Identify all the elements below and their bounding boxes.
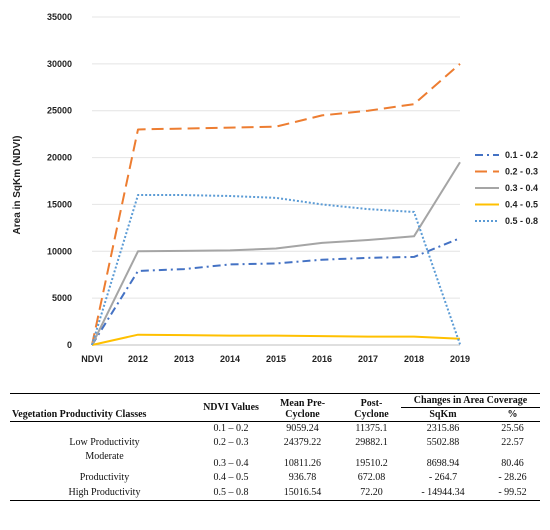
row-post: 72.20 — [360, 487, 383, 499]
x-tick-label: 2013 — [174, 354, 194, 364]
y-tick-label: 20000 — [47, 153, 72, 163]
row-pre: 9059.24 — [286, 423, 319, 435]
header-post: Post-Cyclone — [354, 398, 389, 420]
x-tick-label: NDVI — [81, 354, 103, 364]
row-sqkm: 2315.86 — [426, 423, 460, 435]
table-row: Moderate 0.3 – 0.4 10811.26 19510.2 8698… — [10, 450, 540, 470]
table-row: Low Productivity 0.2 – 0.3 24379.22 2988… — [10, 436, 540, 450]
header-pct: % — [507, 409, 518, 420]
y-tick-label: 5000 — [52, 293, 72, 303]
series-line-1 — [91, 237, 461, 346]
y-tick-label: 10000 — [47, 246, 72, 256]
row-post: 672.08 — [357, 472, 386, 483]
row-pct: 22.57 — [501, 437, 524, 448]
series-line-5 — [91, 194, 461, 346]
legend-label: 0.2 - 0.3 — [505, 167, 538, 177]
y-axis-label: Area in SqKm (NDVI) — [12, 136, 23, 235]
row-sqkm: - 14944.34 — [421, 487, 465, 499]
series-line-4 — [91, 333, 461, 346]
row-class: Productivity — [79, 472, 130, 483]
y-tick-label: 0 — [67, 340, 72, 350]
row-pre: 10811.26 — [283, 457, 322, 469]
header-changes: Changes in Area Coverage — [401, 393, 540, 408]
row-class: Low Productivity — [69, 437, 140, 448]
x-tick-label: 2016 — [312, 354, 332, 364]
series-line-2 — [91, 63, 461, 346]
x-tick-label: 2015 — [266, 354, 286, 364]
x-tick-label: 2012 — [128, 354, 148, 364]
row-sqkm: - 264.7 — [428, 472, 458, 483]
x-tick-label: 2017 — [358, 354, 378, 364]
row-class: High Productivity — [68, 487, 141, 499]
y-tick-label: 25000 — [47, 106, 72, 116]
table-row: 0.1 – 0.2 9059.24 11375.1 2315.86 25.56 — [10, 422, 540, 436]
row-sqkm: 8698.94 — [426, 457, 460, 469]
row-pre: 15016.54 — [283, 487, 322, 499]
header-classes: Vegetation Productivity Classes — [12, 409, 147, 420]
x-tick-label: 2018 — [404, 354, 424, 364]
y-tick-label: 35000 — [47, 12, 72, 22]
row-pct: - 99.52 — [498, 487, 527, 499]
legend-label: 0.4 - 0.5 — [505, 200, 538, 210]
row-pre: 24379.22 — [283, 437, 322, 448]
series-line-3 — [91, 161, 461, 346]
row-pre: 936.78 — [288, 472, 317, 483]
x-tick-label: 2014 — [220, 354, 240, 364]
row-ndvi: 0.2 – 0.3 — [213, 437, 249, 448]
row-pct: 80.46 — [501, 457, 524, 469]
table-row: Productivity 0.4 – 0.5 936.78 672.08 - 2… — [10, 470, 540, 486]
row-ndvi: 0.4 – 0.5 — [213, 472, 249, 483]
header-ndvi: NDVI Values — [203, 402, 259, 413]
legend-label: 0.5 - 0.8 — [505, 216, 538, 226]
header-mean-pre: Mean Pre-Cyclone — [279, 398, 326, 420]
y-tick-label: 15000 — [47, 199, 72, 209]
row-post: 19510.2 — [355, 457, 388, 469]
header-sqkm: SqKm — [429, 409, 457, 420]
row-pct: - 28.26 — [498, 472, 527, 483]
y-tick-label: 30000 — [47, 59, 72, 69]
row-sqkm: 5502.88 — [426, 437, 460, 448]
row-ndvi: 0.3 – 0.4 — [213, 457, 249, 469]
coverage-table: Vegetation Productivity Classes NDVI Val… — [10, 393, 540, 501]
row-ndvi: 0.5 – 0.8 — [213, 487, 249, 499]
legend-label: 0.3 - 0.4 — [505, 183, 538, 193]
legend-label: 0.1 - 0.2 — [505, 150, 538, 160]
row-ndvi: 0.1 – 0.2 — [213, 423, 249, 435]
row-post: 29882.1 — [355, 437, 388, 448]
x-tick-label: 2019 — [450, 354, 470, 364]
row-post: 11375.1 — [355, 423, 388, 435]
row-class — [10, 422, 199, 436]
row-pct: 25.56 — [501, 423, 524, 435]
chart-svg: 0 5000 10000 15000 20000 25000 30000 35000 NDVI 2… — [12, 12, 538, 364]
table-row: High Productivity 0.5 – 0.8 15016.54 72.… — [10, 486, 540, 501]
row-class: Moderate — [85, 450, 124, 462]
line-chart: 0 5000 10000 15000 20000 25000 30000 35000 NDVI 2… — [12, 12, 538, 364]
